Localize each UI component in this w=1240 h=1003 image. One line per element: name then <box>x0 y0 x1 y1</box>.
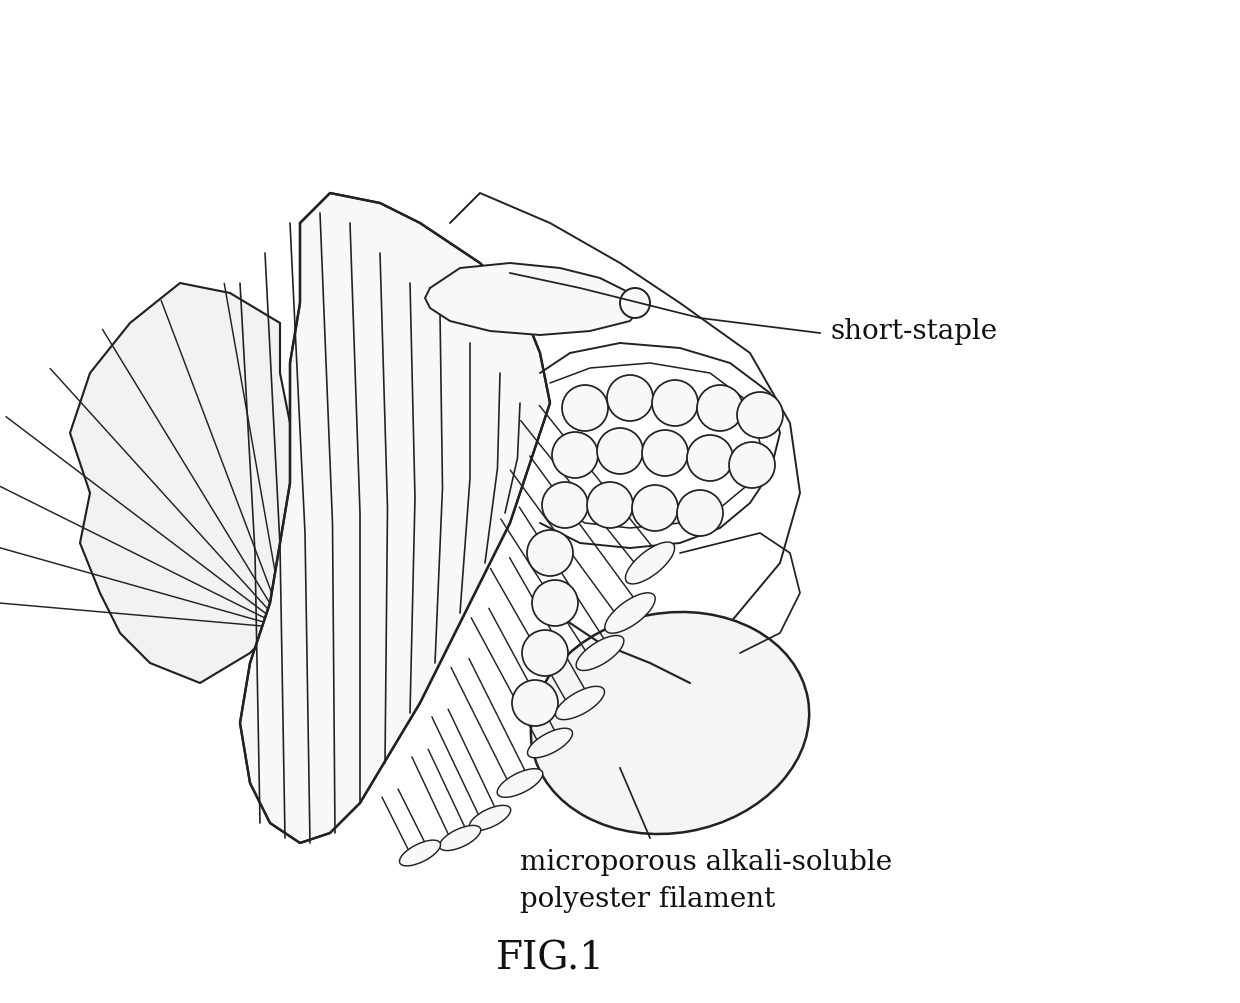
Ellipse shape <box>556 687 604 720</box>
Circle shape <box>527 531 573 577</box>
Polygon shape <box>69 284 320 683</box>
Circle shape <box>677 490 723 537</box>
Circle shape <box>512 680 558 726</box>
Circle shape <box>632 485 678 532</box>
Ellipse shape <box>527 728 573 758</box>
Circle shape <box>542 482 588 529</box>
Polygon shape <box>425 264 640 336</box>
Circle shape <box>697 385 743 431</box>
Text: microporous alkali-soluble
polyester filament: microporous alkali-soluble polyester fil… <box>520 849 892 913</box>
Circle shape <box>620 289 650 319</box>
Circle shape <box>596 428 644 474</box>
Circle shape <box>737 392 782 438</box>
Circle shape <box>522 630 568 676</box>
Ellipse shape <box>469 805 511 830</box>
Circle shape <box>652 380 698 426</box>
Ellipse shape <box>625 543 675 585</box>
Ellipse shape <box>399 841 440 866</box>
Circle shape <box>552 432 598 478</box>
Circle shape <box>642 430 688 476</box>
Circle shape <box>562 385 608 431</box>
Circle shape <box>532 581 578 627</box>
Ellipse shape <box>577 636 624 671</box>
Polygon shape <box>241 194 551 844</box>
Circle shape <box>729 442 775 488</box>
Ellipse shape <box>531 613 810 834</box>
Ellipse shape <box>497 769 543 797</box>
Ellipse shape <box>439 825 481 851</box>
Text: short-staple: short-staple <box>830 318 997 345</box>
Circle shape <box>608 376 653 421</box>
Ellipse shape <box>605 593 655 634</box>
Text: FIG.1: FIG.1 <box>496 940 604 977</box>
Circle shape <box>687 435 733 481</box>
Circle shape <box>587 482 632 529</box>
